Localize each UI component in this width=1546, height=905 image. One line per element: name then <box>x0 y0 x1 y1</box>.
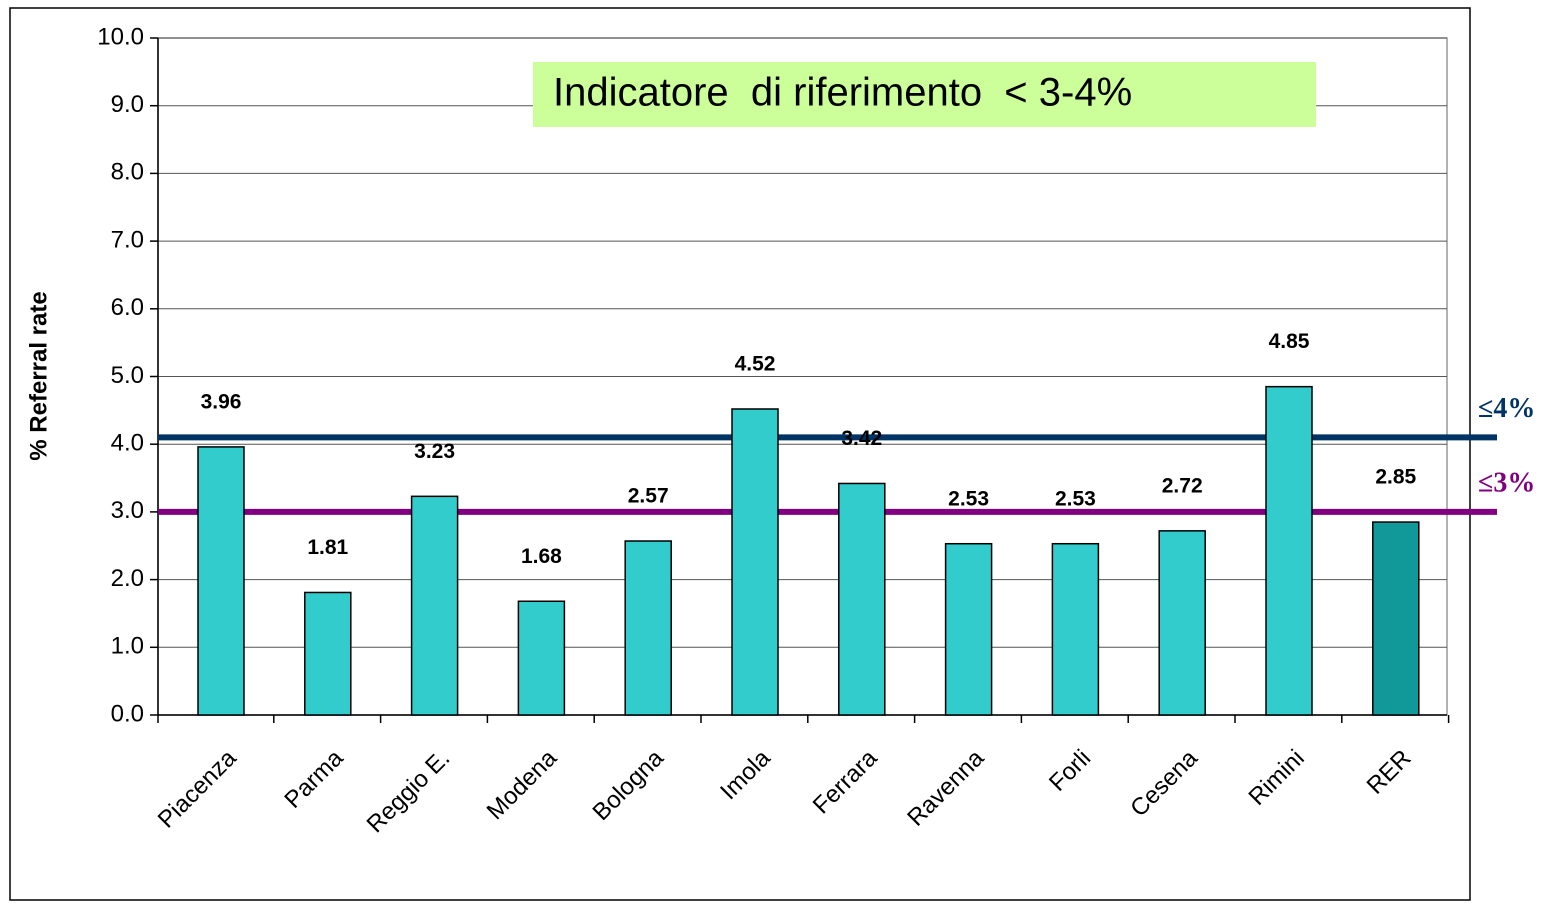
bar <box>1372 521 1420 716</box>
y-tick-label: 9.0 <box>111 91 144 118</box>
bar <box>624 540 672 716</box>
reference-label: ≤3% <box>1478 467 1535 498</box>
y-tick-label: 7.0 <box>111 226 144 253</box>
y-tick-label: 8.0 <box>111 159 144 186</box>
data-label: 2.53 <box>948 487 989 510</box>
data-label: 2.57 <box>628 485 669 508</box>
annotation: Indicatore di riferimento < 3-4% <box>553 71 1132 115</box>
bar <box>410 495 459 716</box>
y-tick-label: 0.0 <box>111 700 144 727</box>
bar <box>1051 542 1100 716</box>
y-tick-label: 4.0 <box>111 430 144 457</box>
annotation-box <box>533 62 1316 127</box>
y-tick-label: 10.0 <box>97 23 144 50</box>
y-tick-label: 5.0 <box>111 362 144 389</box>
bar <box>197 446 245 716</box>
bar <box>304 591 352 716</box>
bar <box>944 542 993 716</box>
y-tick-label: 6.0 <box>111 294 144 321</box>
bar <box>731 408 779 716</box>
y-tick-label: 2.0 <box>111 565 144 592</box>
data-label: 3.23 <box>414 440 455 463</box>
y-axis-label: % Referral rate <box>25 291 52 460</box>
data-label: 1.68 <box>521 545 562 568</box>
bar <box>838 482 886 716</box>
y-tick-label: 1.0 <box>111 633 144 660</box>
y-tick-label: 3.0 <box>111 497 144 524</box>
data-label: 1.81 <box>307 536 348 559</box>
data-label: 4.85 <box>1269 330 1310 353</box>
bar <box>1158 530 1206 716</box>
data-label: 3.42 <box>841 427 882 450</box>
data-label: 2.53 <box>1055 487 1096 510</box>
reference-label: ≤4% <box>1478 393 1535 424</box>
data-label: 2.72 <box>1162 474 1203 497</box>
data-label: 3.96 <box>201 390 242 413</box>
bar <box>517 600 566 716</box>
bar <box>1265 385 1313 716</box>
data-label: 2.85 <box>1375 466 1416 489</box>
data-label: 4.52 <box>735 353 776 376</box>
